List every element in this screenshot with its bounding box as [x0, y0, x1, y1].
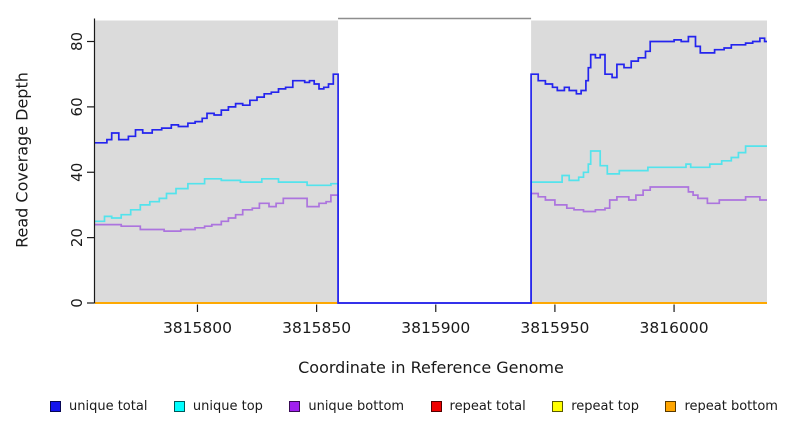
legend: unique total unique top unique bottom repea… [50, 399, 778, 414]
legend-swatch-unique-total [50, 401, 61, 412]
y-tick-label: 80 [68, 32, 86, 51]
x-tick-label: 3815950 [520, 319, 589, 337]
legend-label-repeat-top: repeat top [571, 399, 639, 414]
legend-item-unique-total: unique total [50, 399, 147, 414]
legend-swatch-repeat-top [552, 401, 564, 412]
legend-swatch-repeat-bottom [665, 401, 677, 412]
y-tick-label: 60 [68, 97, 86, 116]
legend-item-repeat-total: repeat total [430, 399, 526, 414]
y-tick-label: 40 [68, 163, 86, 182]
gap-region [338, 19, 532, 303]
y-axis-title: Read Coverage Depth [12, 72, 32, 248]
x-axis-title: Coordinate in Reference Genome [298, 358, 564, 377]
legend-swatch-repeat-total [430, 401, 442, 412]
legend-label-unique-bottom: unique bottom [308, 399, 405, 414]
legend-item-repeat-bottom: repeat bottom [665, 399, 778, 414]
legend-swatch-unique-bottom [289, 401, 301, 412]
y-tick-label: 20 [68, 228, 86, 247]
legend-item-unique-top: unique top [173, 399, 263, 414]
x-tick-label: 3816000 [640, 319, 709, 337]
legend-label-repeat-bottom: repeat bottom [684, 399, 778, 414]
legend-item-unique-bottom: unique bottom [289, 399, 404, 414]
series-unique-total-line [95, 35, 767, 304]
x-tick-label: 3815850 [282, 319, 351, 337]
legend-item-repeat-top: repeat top [552, 399, 639, 414]
legend-label-unique-top: unique top [192, 399, 263, 414]
x-tick-label: 3815900 [401, 319, 470, 337]
legend-label-repeat-total: repeat total [449, 399, 526, 414]
y-tick-label: 0 [68, 298, 86, 308]
legend-swatch-unique-top [173, 401, 185, 412]
x-tick-label: 3815800 [163, 319, 232, 337]
legend-label-unique-total: unique total [69, 399, 148, 414]
